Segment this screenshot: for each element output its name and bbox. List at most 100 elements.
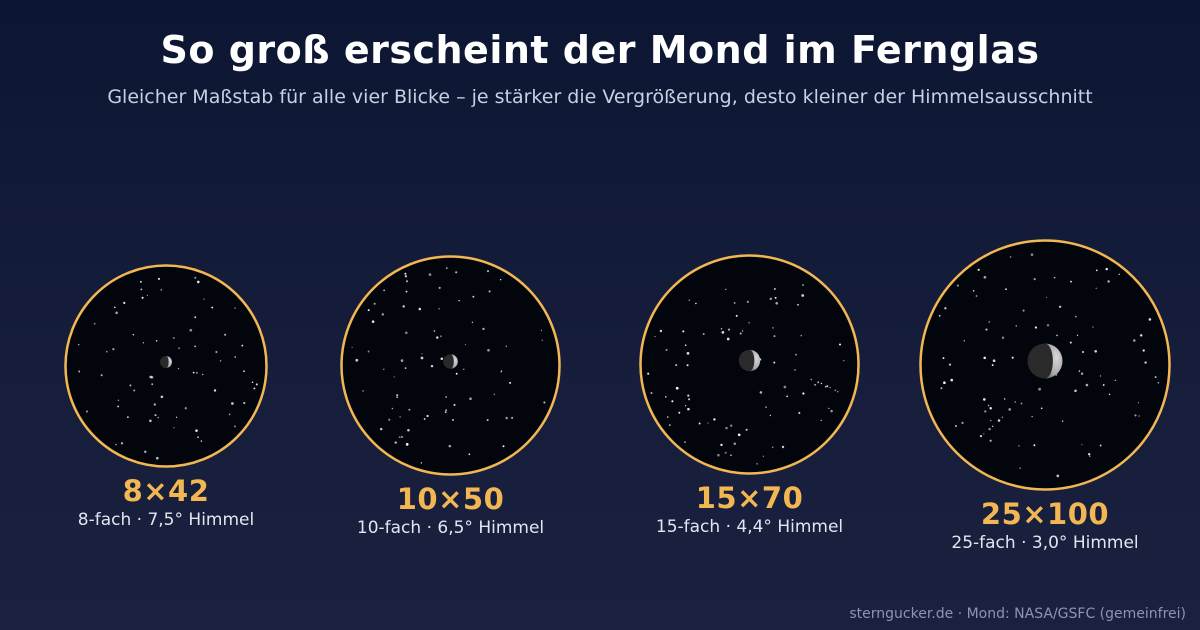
star xyxy=(383,368,385,370)
star xyxy=(1133,339,1136,342)
star xyxy=(213,389,217,392)
star xyxy=(665,396,667,398)
star xyxy=(695,302,697,305)
star xyxy=(1030,253,1034,256)
star xyxy=(688,299,690,301)
star xyxy=(733,442,737,445)
star xyxy=(1014,401,1016,403)
star xyxy=(686,352,690,355)
star xyxy=(149,419,152,423)
star xyxy=(175,416,178,418)
star xyxy=(1095,287,1097,289)
star xyxy=(1137,402,1140,404)
star xyxy=(1019,467,1021,469)
star xyxy=(829,386,831,389)
star xyxy=(462,368,465,371)
star xyxy=(487,348,490,352)
star xyxy=(838,343,842,346)
star xyxy=(802,284,804,286)
star xyxy=(717,453,720,457)
star xyxy=(195,371,198,374)
star xyxy=(1020,402,1023,405)
star xyxy=(469,397,472,400)
star xyxy=(1157,381,1160,384)
star xyxy=(985,328,988,331)
star xyxy=(464,343,467,346)
star xyxy=(698,422,701,425)
star xyxy=(720,328,723,330)
star xyxy=(713,418,716,421)
star xyxy=(1056,334,1058,337)
star xyxy=(398,436,401,439)
star xyxy=(688,398,691,401)
star xyxy=(1033,277,1036,281)
star xyxy=(1018,445,1020,447)
star xyxy=(837,391,839,393)
star xyxy=(759,391,763,394)
star xyxy=(675,386,679,390)
star xyxy=(990,420,992,422)
star xyxy=(988,321,991,323)
star xyxy=(115,311,118,315)
star xyxy=(772,446,774,448)
star xyxy=(1001,416,1004,418)
star xyxy=(367,309,370,312)
star xyxy=(405,331,408,335)
star xyxy=(371,320,375,323)
star xyxy=(500,370,503,372)
star xyxy=(961,421,964,425)
star xyxy=(241,344,244,347)
star xyxy=(499,279,502,281)
star xyxy=(426,414,429,418)
star xyxy=(440,335,442,338)
star xyxy=(667,416,669,418)
star xyxy=(408,408,411,411)
star xyxy=(1085,383,1089,387)
star xyxy=(445,396,448,398)
star xyxy=(120,442,124,445)
star xyxy=(132,334,135,336)
star xyxy=(820,382,823,385)
star xyxy=(393,376,395,378)
star xyxy=(800,335,802,337)
eyepiece-circle xyxy=(639,254,860,475)
star xyxy=(420,356,424,360)
star xyxy=(794,368,796,371)
star xyxy=(1134,414,1137,417)
star xyxy=(774,296,777,299)
star xyxy=(659,329,663,333)
star xyxy=(388,418,391,421)
star xyxy=(725,426,728,430)
star xyxy=(773,288,776,290)
star xyxy=(988,427,991,431)
star xyxy=(724,451,727,454)
star xyxy=(737,433,741,437)
star xyxy=(733,301,736,304)
star xyxy=(160,395,164,399)
star xyxy=(251,381,254,384)
star xyxy=(1062,420,1064,422)
star xyxy=(948,363,952,366)
star xyxy=(383,289,385,292)
star xyxy=(394,441,397,444)
star xyxy=(471,321,474,323)
star xyxy=(801,294,805,297)
star xyxy=(184,407,187,410)
star xyxy=(243,370,245,373)
star xyxy=(954,425,957,427)
star xyxy=(438,286,441,289)
star xyxy=(146,294,149,297)
star xyxy=(400,435,404,439)
star xyxy=(150,376,154,379)
binocular-view-15x70: 15×70 15-fach · 4,4° Himmel xyxy=(639,254,860,537)
star xyxy=(671,400,674,403)
page-title: So groß erscheint der Mond im Fernglas xyxy=(160,28,1040,72)
star xyxy=(114,306,116,309)
star xyxy=(1033,444,1036,447)
star xyxy=(423,418,426,420)
star xyxy=(1139,334,1143,337)
star xyxy=(739,332,742,335)
star xyxy=(151,383,154,386)
star xyxy=(1034,326,1038,329)
star xyxy=(773,335,776,338)
